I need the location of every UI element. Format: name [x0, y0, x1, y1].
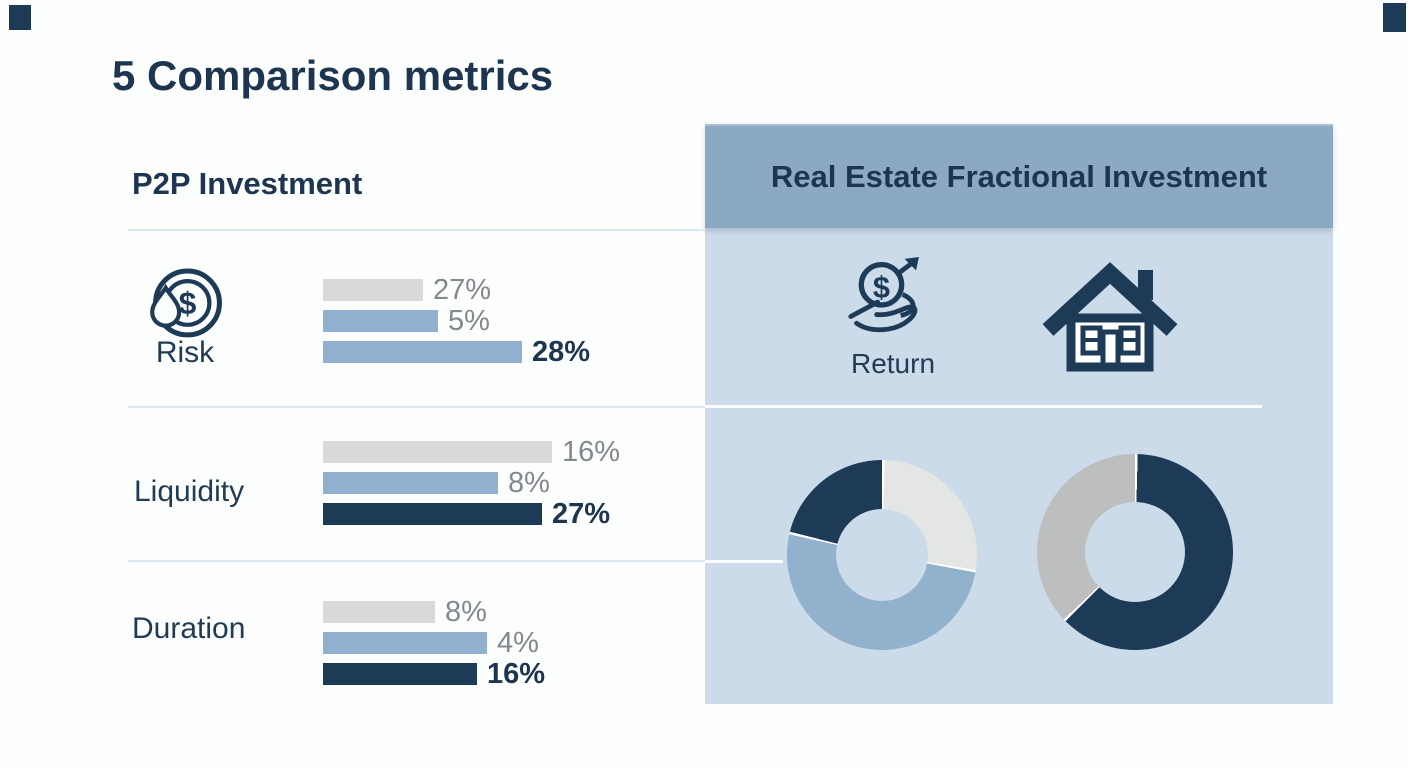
- bar-row: 5%: [323, 305, 590, 337]
- bar-blue: [323, 341, 522, 363]
- bar-group-risk: 27% 5% 28%: [323, 274, 591, 368]
- bar-gray: [323, 441, 552, 463]
- donut-hole: [836, 509, 928, 601]
- separator-line: [128, 229, 705, 231]
- bar-value-label: 27%: [552, 498, 611, 530]
- bar-navy: [323, 503, 542, 525]
- bar-row: 28%: [323, 336, 591, 368]
- donut-chart-right: [1037, 454, 1233, 650]
- bar-row: 16%: [323, 436, 621, 468]
- separator-line: [128, 560, 705, 562]
- bar-gray: [323, 601, 435, 623]
- bar-blue: [323, 632, 487, 654]
- bar-gray: [323, 279, 423, 301]
- bar-value-label: 16%: [487, 658, 546, 690]
- svg-text:$: $: [873, 269, 890, 304]
- bar-navy: [323, 663, 477, 685]
- bar-value-label: 27%: [433, 274, 492, 306]
- corner-mark-top-left: [9, 5, 31, 30]
- bar-value-label: 16%: [562, 436, 621, 468]
- house-icon: [1040, 262, 1180, 374]
- row-label-risk: Risk: [155, 336, 215, 369]
- bar-row: 16%: [323, 658, 546, 690]
- left-column-header: P2P Investment: [132, 166, 363, 201]
- bar-row: 27%: [323, 498, 620, 530]
- right-panel: [705, 228, 1333, 704]
- donut-hole: [1085, 502, 1185, 602]
- bar-group-liquidity: 16% 8% 27%: [323, 436, 621, 530]
- right-panel-header: Real Estate Fractional Investment: [705, 124, 1333, 228]
- row-label-duration: Duration: [132, 612, 246, 645]
- bar-value-label: 8%: [508, 467, 550, 499]
- bar-value-label: 5%: [448, 305, 490, 337]
- svg-text:$: $: [179, 285, 197, 321]
- bar-row: 8%: [323, 467, 620, 499]
- donut-chart-left: [787, 460, 977, 650]
- return-label: Return: [850, 348, 936, 379]
- bar-group-duration: 8% 4% 16%: [323, 596, 546, 690]
- bar-row: 8%: [323, 596, 545, 628]
- row-label-liquidity: Liquidity: [134, 475, 245, 508]
- corner-mark-top-right: [1383, 3, 1406, 32]
- bar-value-label: 4%: [497, 627, 539, 659]
- bar-blue: [323, 310, 438, 332]
- right-panel-title: Real Estate Fractional Investment: [770, 159, 1268, 194]
- separator-line: [128, 406, 705, 408]
- money-growth-hand-icon: $: [845, 256, 941, 352]
- money-drop-icon: $: [143, 266, 227, 350]
- bar-blue: [323, 472, 498, 494]
- bar-value-label: 8%: [445, 596, 487, 628]
- bar-value-label: 28%: [532, 336, 591, 368]
- bar-row: 27%: [323, 274, 590, 306]
- panel-separator-line: [705, 405, 1262, 408]
- panel-separator-line: [705, 560, 783, 563]
- bar-row: 4%: [323, 627, 545, 659]
- page-title: 5 Comparison metrics: [112, 52, 554, 99]
